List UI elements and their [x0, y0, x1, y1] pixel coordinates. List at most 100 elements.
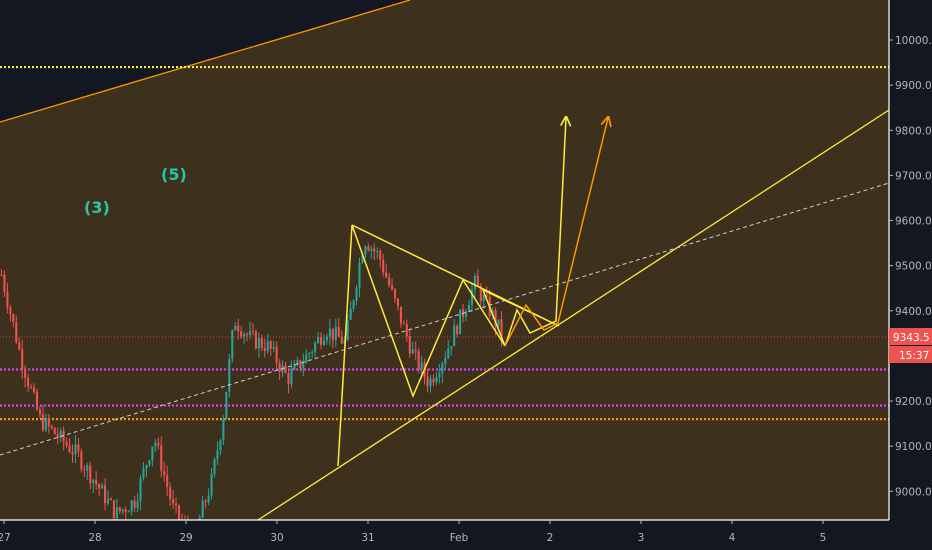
- candle-body: [355, 287, 358, 301]
- candle-body: [426, 376, 429, 387]
- median-trendline[interactable]: [0, 182, 890, 456]
- x-tick-label: 4: [729, 532, 736, 544]
- lower-trendline[interactable]: [257, 109, 890, 521]
- candle-body: [349, 308, 352, 320]
- candle-body: [399, 306, 402, 324]
- candle-body: [364, 246, 367, 255]
- x-tick-label: 3: [638, 532, 645, 544]
- candle-body: [154, 442, 157, 447]
- candle-body: [219, 440, 222, 451]
- candle-body: [169, 487, 172, 500]
- candle-body: [450, 346, 453, 349]
- candle-body: [38, 409, 41, 415]
- candle-body: [27, 377, 30, 387]
- candle-body: [225, 391, 228, 420]
- candle-body: [476, 275, 479, 287]
- candle-body: [124, 509, 127, 512]
- candle-body: [254, 331, 257, 349]
- candle-body: [299, 360, 302, 369]
- candle-body: [317, 337, 320, 343]
- candle-body: [77, 444, 80, 452]
- candle-body: [175, 503, 178, 506]
- candle-body: [464, 311, 468, 317]
- last-price-badge: [889, 328, 932, 345]
- candle-body: [112, 500, 115, 519]
- candle-body: [118, 507, 121, 512]
- candle-body: [207, 495, 210, 503]
- y-tick-label: 9400.0: [895, 306, 932, 318]
- candle-body: [163, 470, 166, 476]
- candle-body: [275, 346, 278, 364]
- candle-body: [296, 360, 299, 365]
- y-tick-label: 9100.0: [895, 441, 932, 453]
- candle-body: [222, 419, 225, 441]
- candle-body: [402, 323, 405, 325]
- candle-body: [157, 442, 160, 446]
- candle-body: [74, 444, 77, 455]
- y-tick-label: 9800.0: [895, 125, 932, 137]
- x-tick-label: 27: [0, 532, 11, 544]
- x-tick-label: 2: [547, 532, 554, 544]
- candle-body: [86, 465, 89, 471]
- candle-body: [411, 349, 414, 354]
- candle-body: [494, 310, 497, 327]
- candle-body: [228, 358, 231, 392]
- candle-body: [177, 505, 181, 520]
- candle-body: [136, 500, 139, 508]
- candle-body: [260, 338, 263, 348]
- candle-body: [257, 338, 260, 349]
- x-tick-label: Feb: [450, 532, 469, 544]
- candle-body: [56, 434, 59, 438]
- y-tick-label: 9500.0: [895, 261, 932, 273]
- candle-body: [237, 325, 240, 332]
- candle-body: [216, 450, 219, 460]
- candle-body: [278, 363, 281, 372]
- candle-body: [148, 460, 151, 466]
- projection-path-main[interactable]: [504, 118, 566, 347]
- candle-body: [243, 334, 246, 337]
- candle-body: [41, 414, 44, 430]
- candle-body: [130, 500, 133, 512]
- candle-body: [453, 325, 456, 347]
- candle-body: [44, 418, 47, 430]
- projection-path-alt[interactable]: [504, 118, 608, 347]
- x-tick-label: 5: [820, 532, 827, 544]
- candle-body: [319, 337, 323, 345]
- countdown-value: 15:37: [899, 350, 929, 362]
- candle-body: [479, 286, 482, 302]
- candle-body: [59, 430, 62, 438]
- candle-body: [305, 354, 308, 363]
- candle-body: [92, 479, 95, 484]
- candle-body: [470, 289, 473, 305]
- triangle-pattern[interactable]: [337, 224, 560, 467]
- candle-body: [121, 509, 124, 512]
- candle-body: [467, 304, 471, 312]
- candle-body: [83, 469, 86, 471]
- wave-label: (5): [161, 165, 187, 184]
- y-tick-label: 9000.0: [895, 486, 932, 498]
- candle-body: [417, 351, 420, 370]
- time-scale[interactable]: [0, 520, 932, 550]
- candle-body: [308, 353, 311, 355]
- candle-body: [65, 441, 68, 446]
- candle-body: [101, 485, 104, 489]
- price-scale[interactable]: [889, 0, 932, 520]
- candle-body: [311, 351, 314, 354]
- candle-body: [68, 445, 71, 453]
- candle-body: [166, 475, 169, 488]
- y-tick-label: 9900.0: [895, 80, 932, 92]
- channel-top-line[interactable]: [0, 0, 411, 123]
- candle-body: [15, 322, 18, 343]
- candle-body: [3, 274, 6, 292]
- candle-body: [272, 346, 275, 349]
- candle-body: [382, 259, 385, 273]
- candle-body: [151, 446, 154, 461]
- candle-body: [444, 358, 447, 364]
- candle-body: [405, 323, 408, 337]
- candle-body: [441, 363, 444, 374]
- candle-body: [269, 341, 272, 349]
- x-tick-label: 29: [179, 532, 192, 544]
- candle-body: [89, 465, 92, 484]
- candle-body: [240, 331, 243, 337]
